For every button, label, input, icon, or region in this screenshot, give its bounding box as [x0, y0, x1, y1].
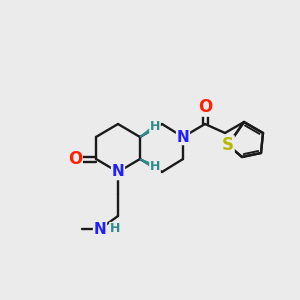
- Text: N: N: [177, 130, 189, 145]
- Text: H: H: [150, 121, 160, 134]
- Polygon shape: [140, 125, 156, 137]
- Text: O: O: [68, 150, 82, 168]
- Text: N: N: [94, 221, 106, 236]
- Text: O: O: [198, 98, 212, 116]
- Text: N: N: [112, 164, 124, 179]
- Text: H: H: [110, 223, 120, 236]
- Text: S: S: [222, 136, 234, 154]
- Text: H: H: [150, 160, 160, 173]
- Polygon shape: [140, 159, 156, 169]
